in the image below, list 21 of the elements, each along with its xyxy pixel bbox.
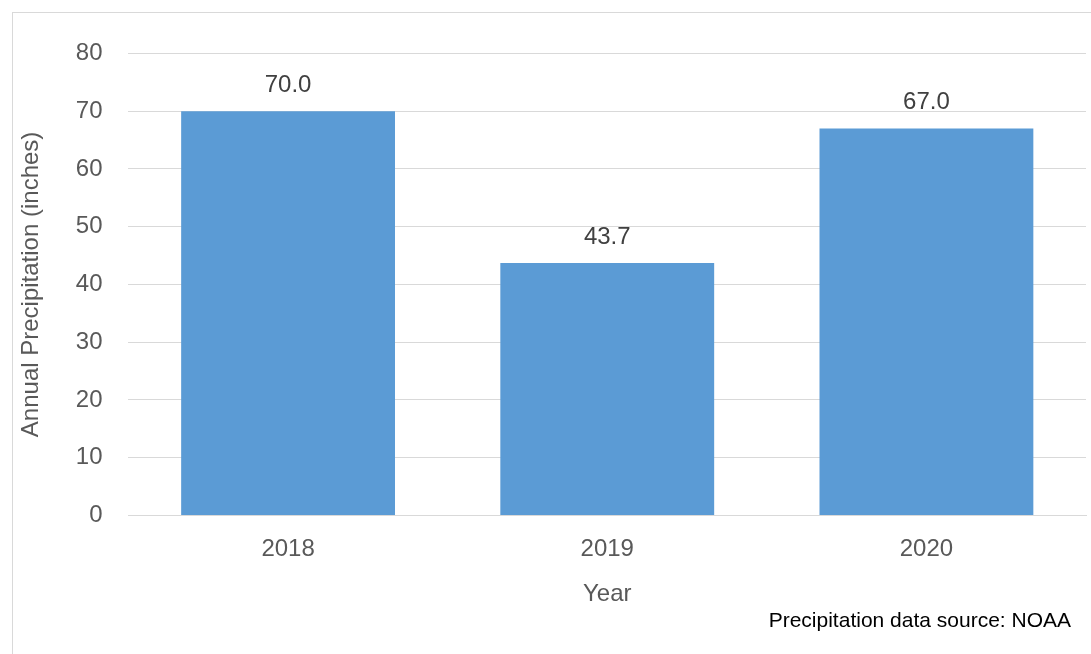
x-tick-label: 2019 [580, 534, 634, 562]
y-tick-label: 20 [75, 384, 103, 412]
y-tick-label: 0 [89, 500, 103, 528]
y-tick-label: 60 [75, 153, 103, 181]
y-tick-label: 40 [75, 269, 103, 297]
y-tick-label: 50 [75, 211, 103, 239]
data-label: 67.0 [903, 87, 950, 115]
data-label: 70.0 [264, 69, 312, 97]
y-tick-label: 30 [75, 326, 103, 354]
x-tick-label: 2020 [899, 534, 954, 562]
bar [181, 111, 395, 515]
bar [500, 263, 715, 515]
y-tick-label: 10 [75, 442, 103, 470]
y-axis-title: Annual Precipitation (inches) [16, 131, 44, 438]
x-tick-label: 2018 [261, 534, 315, 562]
bar [819, 128, 1034, 515]
data-label: 43.7 [583, 221, 631, 249]
x-axis-title: Year [583, 579, 632, 607]
text: Precipitation data source: NOAA [768, 608, 1071, 632]
y-tick-label: 80 [75, 38, 103, 66]
y-tick-label: 70 [75, 95, 103, 123]
